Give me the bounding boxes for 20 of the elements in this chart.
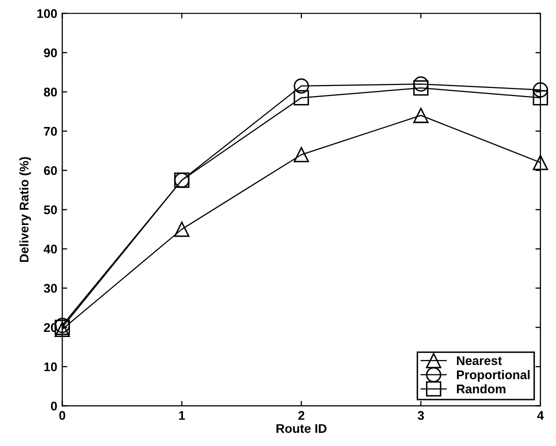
x-tick-label: 1 (179, 411, 185, 420)
y-tick-label: 30 (44, 284, 57, 293)
x-axis-title: Route ID (276, 424, 327, 433)
y-axis-title: Delivery Ratio (%) (19, 157, 31, 262)
y-tick-label: 100 (37, 9, 57, 18)
x-tick-label: 4 (537, 411, 544, 420)
legend-label: Nearest (456, 356, 502, 366)
y-tick-label: 0 (50, 402, 57, 411)
x-tick-label: 3 (418, 411, 424, 420)
y-tick-label: 80 (44, 88, 57, 97)
legend-label: Random (456, 384, 506, 394)
legend-label: Proportional (456, 370, 530, 382)
x-tick-label: 2 (298, 411, 304, 420)
y-tick-label: 40 (44, 244, 57, 254)
x-tick-label: 0 (59, 411, 66, 420)
y-tick-label: 10 (44, 362, 57, 372)
y-tick-label: 50 (44, 205, 57, 214)
y-tick-label: 90 (44, 48, 57, 58)
y-tick-label: 60 (44, 166, 57, 176)
y-tick-label: 70 (44, 126, 57, 136)
